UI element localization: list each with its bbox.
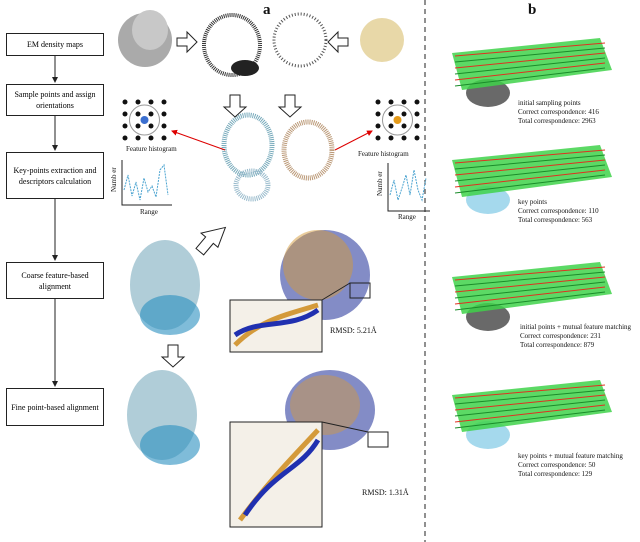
grid-dot <box>161 111 167 117</box>
grid-dot <box>161 135 167 141</box>
grid-dot <box>375 111 381 117</box>
correspondence-line <box>454 286 606 305</box>
cloud-body <box>452 38 612 90</box>
rmsd-label: RMSD: 1.31Å <box>362 488 409 497</box>
correspondence-line <box>454 276 606 293</box>
correspondence-line <box>454 384 606 399</box>
correspondence-line <box>454 399 606 417</box>
axis-label: Numb er <box>376 171 384 196</box>
key-point <box>140 116 149 124</box>
grid-dot <box>414 99 420 105</box>
correspondence-line <box>454 404 606 423</box>
correspondence-line <box>454 394 606 411</box>
result-caption: Total correspondence: 563 <box>518 216 593 224</box>
result-caption: Total correspondence: 129 <box>518 470 593 478</box>
correspondence-line <box>454 154 606 170</box>
grid-dot <box>122 111 128 117</box>
histogram-title: Feature histogram <box>126 145 177 153</box>
flow-step: Coarse feature-based alignment <box>6 262 104 299</box>
correspondence-line <box>454 389 606 405</box>
result-caption: initial points + mutual feature matching <box>520 323 632 331</box>
flow-step: Sample points and assign orientations <box>6 84 104 116</box>
result-caption: Total correspondence: 879 <box>520 341 595 349</box>
flow-step: Fine point-based alignment <box>6 388 104 426</box>
grid-dot <box>148 111 154 117</box>
grid-dot <box>161 123 167 129</box>
grid-dot <box>375 123 381 129</box>
axis-label: Numb er <box>110 167 118 192</box>
result-caption: Correct correspondence: 110 <box>518 207 599 215</box>
density-maps <box>118 10 404 77</box>
cloud-body <box>452 145 612 197</box>
result-caption: Correct correspondence: 231 <box>520 332 601 340</box>
result-caption: Correct correspondence: 416 <box>518 108 599 116</box>
flow-step: Key-points extraction and descriptors ca… <box>6 152 104 199</box>
correspondence-line <box>454 174 606 194</box>
result-caption: Total correspondence: 2963 <box>518 117 596 125</box>
grid-dot <box>414 135 420 141</box>
correspondence-line <box>454 62 606 81</box>
result-caption: initial sampling points <box>518 99 581 107</box>
correspondence-line <box>454 47 606 63</box>
cloud-body <box>452 380 612 432</box>
grid-dot <box>148 99 154 105</box>
grid-dot <box>148 135 154 141</box>
panel-label: b <box>528 2 537 18</box>
correspondence-line <box>454 266 606 281</box>
flow-step: EM density maps <box>6 33 104 56</box>
correspondence-line <box>454 149 606 164</box>
grid-dot <box>414 123 420 129</box>
result-caption: key points + mutual feature matching <box>518 452 623 460</box>
axis-label: Range <box>140 208 158 216</box>
grid-dot <box>148 123 154 129</box>
correspondence-line <box>454 281 606 299</box>
neighborhood <box>382 104 413 136</box>
correspondence-line <box>454 164 606 182</box>
correspondence-line <box>454 159 606 176</box>
grid-dot <box>401 111 407 117</box>
rmsd-label: RMSD: 5.21Å <box>330 326 377 335</box>
result-caption: Correct correspondence: 50 <box>518 461 596 469</box>
sampled-maps <box>171 94 373 202</box>
correspondence-line <box>454 409 606 429</box>
orientation-grids <box>122 99 420 141</box>
histogram-title: Feature histogram <box>358 150 409 158</box>
grid-dot <box>122 135 128 141</box>
grid-dot <box>161 99 167 105</box>
grid-dot <box>388 123 394 129</box>
grid-dot <box>135 99 141 105</box>
grid-dot <box>388 111 394 117</box>
grid-dot <box>135 111 141 117</box>
correspondence-line <box>454 271 606 287</box>
grid-dot <box>135 135 141 141</box>
correspondence-line <box>454 52 606 69</box>
alignment-images <box>127 226 389 528</box>
result-caption: key points <box>518 198 547 206</box>
correspondence-line <box>454 291 606 311</box>
grid-dot <box>122 123 128 129</box>
grid-dot <box>401 99 407 105</box>
key-point <box>393 116 402 124</box>
axis-label: Range <box>398 213 416 221</box>
histogram-plots <box>121 160 430 212</box>
grid-dot <box>388 99 394 105</box>
grid-dot <box>135 123 141 129</box>
correspondence-line <box>454 67 606 87</box>
grid-dot <box>375 99 381 105</box>
grid-dot <box>122 99 128 105</box>
grid-dot <box>401 123 407 129</box>
point-clouds <box>452 38 612 449</box>
correspondence-line <box>454 57 606 75</box>
cloud-body <box>452 262 612 314</box>
panel-label: a <box>263 2 271 18</box>
correspondence-line <box>454 169 606 188</box>
grid-dot <box>401 135 407 141</box>
grid-dot <box>414 111 420 117</box>
neighborhood <box>129 104 160 136</box>
grid-dot <box>375 135 381 141</box>
correspondence-line <box>454 42 606 57</box>
grid-dot <box>388 135 394 141</box>
